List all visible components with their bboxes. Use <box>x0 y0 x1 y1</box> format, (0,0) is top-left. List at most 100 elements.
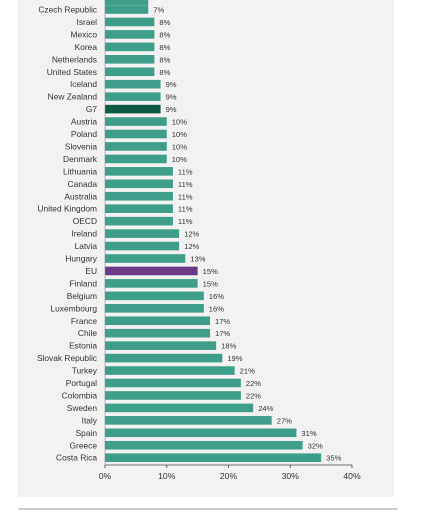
bar-eu <box>105 266 198 276</box>
category-label: Spain <box>76 428 98 438</box>
category-label: Austria <box>71 117 97 127</box>
x-tick-label: 10% <box>158 471 176 481</box>
category-label: Sweden <box>67 403 98 413</box>
bar-costa-rica <box>105 453 322 462</box>
category-label: Greece <box>70 440 98 450</box>
bar-finland <box>105 279 198 288</box>
category-label: Slovak Republic <box>37 353 97 363</box>
bar-poland <box>105 129 167 139</box>
category-label: Latvia <box>75 241 98 251</box>
bar-g7 <box>105 104 161 114</box>
bar-denmark <box>105 154 167 164</box>
value-label: 11% <box>178 192 193 201</box>
value-label: 31% <box>301 429 316 438</box>
bar-czech-republic <box>105 5 149 14</box>
value-label: 15% <box>203 279 218 288</box>
bar-italy <box>105 416 272 425</box>
category-label: United States <box>47 67 97 77</box>
value-label: 12% <box>184 242 199 251</box>
category-label: Luxembourg <box>50 303 97 313</box>
value-label: 10% <box>172 155 187 164</box>
x-tick-label: 0% <box>99 471 112 481</box>
category-label: Chile <box>78 328 97 338</box>
value-label: 15% <box>203 267 218 276</box>
value-label: 8% <box>159 18 170 27</box>
value-label: 22% <box>246 391 261 400</box>
bar-partial-top <box>105 0 149 6</box>
category-label: United Kingdom <box>37 204 97 214</box>
value-label: 9% <box>166 105 177 114</box>
category-label: Denmark <box>63 154 98 164</box>
category-label: Netherlands <box>52 54 97 64</box>
value-label: 11% <box>178 217 193 226</box>
value-label: 8% <box>159 30 170 39</box>
category-label: Mexico <box>70 29 97 39</box>
bar-turkey <box>105 366 235 375</box>
value-label: 8% <box>159 55 170 64</box>
category-label: EU <box>85 266 97 276</box>
bar-korea <box>105 42 155 52</box>
x-tick-label: 30% <box>282 471 300 481</box>
value-label: 18% <box>221 342 236 351</box>
bar-netherlands <box>105 55 155 64</box>
category-label: Iceland <box>70 79 97 89</box>
value-label: 10% <box>172 130 187 139</box>
value-label: 11% <box>178 205 193 214</box>
category-label: Italy <box>82 415 98 425</box>
value-label: 11% <box>178 180 193 189</box>
category-label: Israel <box>77 17 98 27</box>
category-label: Czech Republic <box>38 5 97 15</box>
category-label: Colombia <box>62 390 98 400</box>
value-label: 27% <box>277 416 292 425</box>
x-tick-label: 20% <box>220 471 238 481</box>
bar-united-states <box>105 67 155 77</box>
bar-new-zealand <box>105 92 161 101</box>
bar-united-kingdom <box>105 204 173 213</box>
bar-belgium <box>105 291 204 301</box>
bar-hungary <box>105 254 186 263</box>
value-label: 19% <box>227 354 242 363</box>
value-label: 16% <box>209 292 224 301</box>
bar-chart: Czech Republic 7% Israel 8% Mexico 8% Korea 8% N… <box>37 0 361 481</box>
category-label: Portugal <box>66 378 97 388</box>
bar-mexico <box>105 30 155 39</box>
category-label: Ireland <box>71 229 97 239</box>
value-label: 16% <box>209 304 224 313</box>
category-label: Slovenia <box>65 141 97 151</box>
value-label: 17% <box>215 329 230 338</box>
bar-ireland <box>105 229 180 238</box>
value-label: 9% <box>166 80 177 89</box>
bar-canada <box>105 179 173 189</box>
bar-australia <box>105 191 173 201</box>
value-label: 22% <box>246 379 261 388</box>
category-label: Turkey <box>72 366 98 376</box>
value-label: 8% <box>159 43 170 52</box>
category-label: New Zealand <box>48 92 98 102</box>
bar-greece <box>105 440 303 450</box>
bar-spain <box>105 428 297 438</box>
footnote-line <box>18 508 398 510</box>
category-label: France <box>71 316 97 326</box>
bar-slovak-republic <box>105 353 223 363</box>
bar-estonia <box>105 341 217 350</box>
category-label: OECD <box>73 216 97 226</box>
bar-lithuania <box>105 167 173 176</box>
category-label: Belgium <box>67 291 97 301</box>
bar-luxembourg <box>105 304 204 313</box>
bar-colombia <box>105 391 241 400</box>
value-label: 12% <box>184 230 199 239</box>
footnote-strip <box>18 505 398 513</box>
bar-oecd <box>105 216 173 226</box>
bar-slovenia <box>105 142 167 151</box>
bar-iceland <box>105 79 161 89</box>
value-label: 10% <box>172 118 187 127</box>
x-tick-label: 40% <box>343 471 361 481</box>
category-label: Lithuania <box>63 166 97 176</box>
value-label: 10% <box>172 142 187 151</box>
category-label: Hungary <box>65 254 97 264</box>
bar-portugal <box>105 378 241 388</box>
bar-latvia <box>105 241 180 251</box>
category-label: Estonia <box>69 341 97 351</box>
category-label: Canada <box>68 179 98 189</box>
category-label: Korea <box>75 42 98 52</box>
